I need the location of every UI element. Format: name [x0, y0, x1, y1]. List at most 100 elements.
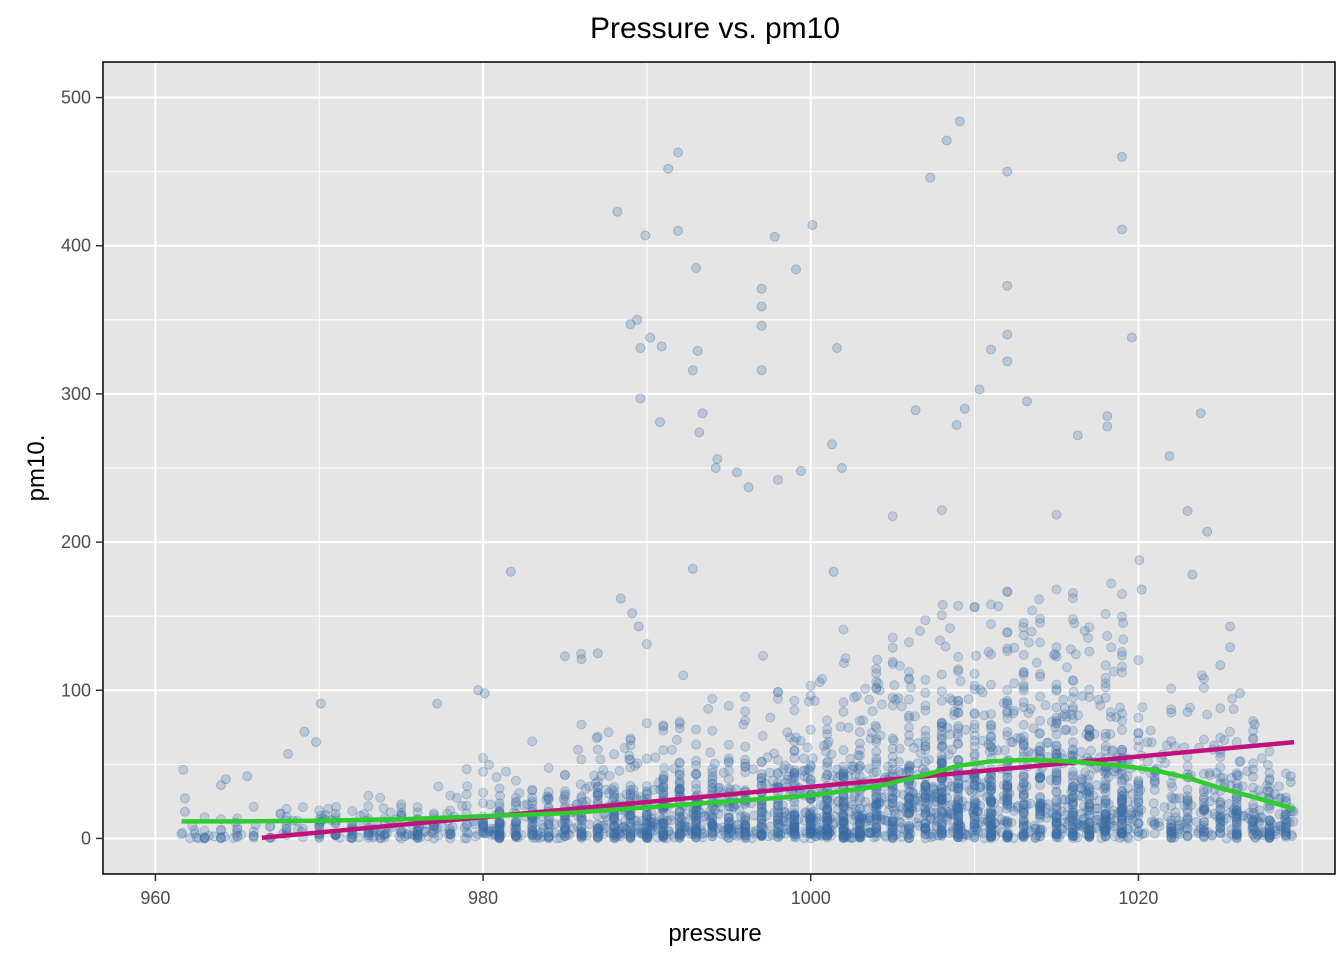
data-point [1017, 830, 1028, 841]
data-point [216, 780, 226, 791]
data-point [1198, 787, 1209, 798]
data-point [871, 668, 882, 679]
data-point [871, 791, 882, 802]
data-point [940, 641, 951, 652]
data-point [956, 826, 967, 837]
data-point [484, 759, 494, 770]
data-point [1182, 506, 1193, 516]
data-point [838, 624, 849, 635]
data-point [1182, 831, 1193, 842]
data-point [1227, 693, 1238, 704]
data-point [920, 829, 931, 840]
data-point [1067, 770, 1078, 781]
data-point [904, 762, 914, 773]
data-point [640, 230, 651, 241]
data-point [740, 761, 751, 772]
data-point [1198, 805, 1209, 816]
data-point [904, 808, 914, 819]
data-point [185, 833, 195, 844]
data-point [756, 811, 767, 822]
data-point [838, 768, 849, 779]
data-point [1280, 768, 1291, 779]
data-point [470, 831, 481, 842]
data-point [641, 831, 652, 841]
data-point [1111, 712, 1122, 723]
data-point [962, 801, 973, 811]
data-point [707, 818, 718, 829]
data-point [986, 815, 996, 825]
data-point [412, 829, 423, 840]
data-point [986, 775, 996, 786]
data-point [863, 827, 874, 838]
data-point [1026, 626, 1037, 637]
data-point [1084, 787, 1095, 798]
data-point [969, 779, 980, 790]
data-point [887, 511, 898, 522]
data-point [1133, 796, 1144, 807]
data-point [953, 829, 964, 840]
data-point [691, 818, 702, 829]
data-point [920, 674, 931, 685]
data-point [687, 365, 698, 376]
data-point [1117, 797, 1127, 808]
data-point [1051, 827, 1062, 838]
data-point [866, 727, 877, 738]
data-point [1084, 646, 1095, 657]
data-point [953, 778, 964, 789]
data-point [936, 824, 947, 835]
data-point [969, 813, 980, 824]
data-point [494, 829, 505, 840]
data-point [609, 749, 620, 760]
data-point [723, 817, 734, 828]
data-point [723, 700, 734, 711]
data-point [1076, 782, 1087, 793]
data-point [805, 760, 816, 771]
data-point [1149, 775, 1160, 786]
data-point [576, 830, 587, 841]
data-point [1202, 709, 1213, 720]
data-point [740, 830, 751, 841]
data-point [412, 802, 423, 813]
data-point [1149, 817, 1160, 828]
data-point [1284, 817, 1295, 828]
data-point [764, 767, 775, 778]
data-point [394, 831, 405, 842]
data-point [857, 810, 868, 821]
data-point [627, 608, 638, 619]
data-point [1215, 826, 1226, 837]
data-point [426, 827, 437, 838]
data-point [334, 832, 345, 843]
major-gridlines [103, 62, 1335, 874]
data-point [953, 832, 964, 843]
data-point [1264, 822, 1275, 833]
data-point [851, 821, 862, 831]
data-point [936, 669, 947, 680]
data-point [1002, 780, 1013, 791]
data-point [1067, 772, 1078, 783]
data-point [829, 817, 840, 828]
data-point [275, 809, 286, 819]
data-point [936, 757, 947, 768]
data-point [1023, 747, 1034, 757]
data-point [176, 829, 187, 840]
data-point [1127, 814, 1138, 825]
data-point [1116, 806, 1126, 817]
data-point [1028, 723, 1039, 734]
data-point [1030, 833, 1041, 843]
data-point [1067, 819, 1078, 830]
data-point [986, 821, 996, 832]
data-point [920, 823, 931, 834]
data-point [1077, 822, 1088, 832]
data-point [971, 650, 981, 661]
data-point [1018, 719, 1029, 730]
data-point [1182, 830, 1193, 841]
data-point [674, 806, 685, 817]
data-point [189, 828, 200, 839]
data-point [707, 764, 718, 774]
data-point [1164, 451, 1175, 462]
data-point [905, 828, 916, 839]
data-point [966, 786, 977, 797]
data-point [443, 829, 454, 840]
data-point [953, 783, 964, 794]
data-point [887, 733, 898, 744]
